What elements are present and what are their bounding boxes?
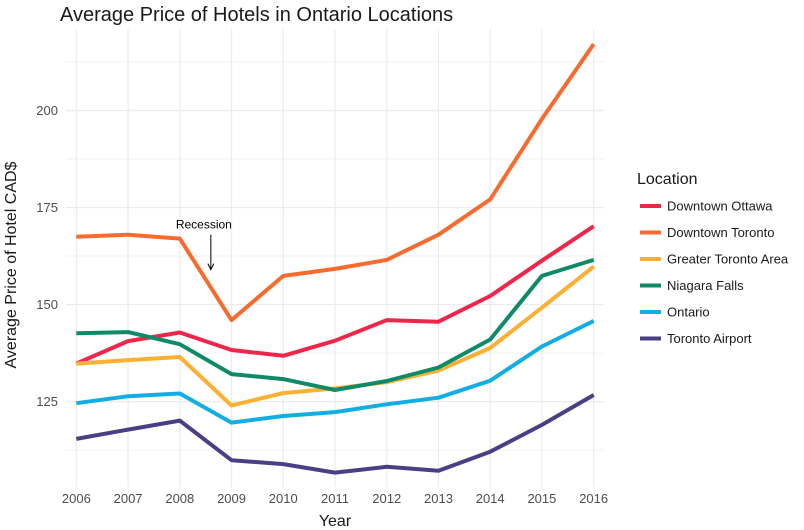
legend-label: Downtown Toronto: [667, 225, 774, 240]
series-line: [76, 257, 595, 392]
x-tick-label: 2013: [424, 491, 453, 506]
chart-title: Average Price of Hotels in Ontario Locat…: [60, 4, 453, 26]
legend-label: Downtown Ottawa: [667, 199, 773, 214]
annotation-label: Recession: [176, 218, 232, 232]
annotations: Recession: [176, 218, 232, 271]
x-tick-label: 2011: [321, 491, 349, 506]
y-axis-title: Average Price of Hotel CAD$: [3, 161, 20, 368]
y-tick-label: 125: [36, 394, 58, 409]
y-tick-label: 200: [36, 103, 58, 118]
series-line: [76, 42, 596, 323]
x-tick-label: 2014: [476, 491, 505, 506]
x-tick-label: 2012: [372, 491, 401, 506]
x-tick-label: 2009: [217, 491, 246, 506]
annotation-arrow-head: [207, 263, 215, 271]
legend-label: Ontario: [667, 305, 710, 320]
x-tick-label: 2006: [62, 491, 91, 506]
x-tick-label: 2010: [269, 491, 298, 506]
legend-title: Location: [637, 171, 698, 188]
x-axis-ticks: 2006 2007 2008 2009 2010 2011 2012 2013 2014 2015…: [62, 491, 608, 506]
series-lines: [75, 42, 596, 475]
x-tick-label: 2007: [114, 491, 143, 506]
grid: [66, 29, 604, 487]
x-tick-label: 2015: [527, 491, 556, 506]
x-axis-title: Year: [319, 513, 352, 530]
series-line: [75, 393, 595, 475]
x-tick-label: 2008: [165, 491, 194, 506]
y-tick-label: 150: [36, 297, 58, 312]
series-line: [75, 224, 595, 366]
y-tick-label: 175: [36, 200, 58, 215]
x-tick-label: 2016: [579, 491, 608, 506]
legend-label: Greater Toronto Area: [667, 252, 789, 267]
legend-label: Niagara Falls: [667, 278, 744, 293]
y-axis-ticks: 125 150 175 200: [36, 103, 58, 409]
series-line: [76, 319, 595, 425]
legend: Location Downtown Ottawa Downtown Toronto…: [637, 171, 789, 346]
legend-label: Toronto Airport: [667, 331, 752, 346]
